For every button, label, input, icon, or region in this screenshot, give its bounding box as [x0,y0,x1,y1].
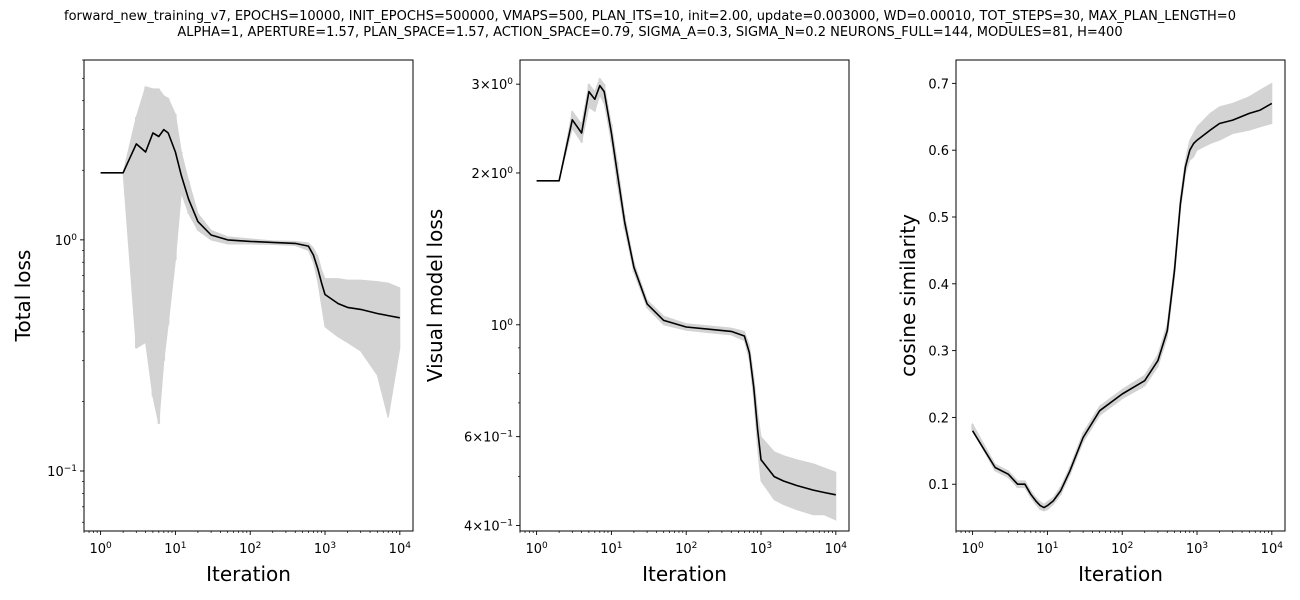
cosine-similarity-x-ticks: 100 101 102 103 104 [955,531,1284,557]
visual-model-loss-x-tick-label: 101 [600,541,622,557]
visual-model-loss-y-tick-label: 6×10−1 [464,430,513,446]
total-loss-x-axis-label: Iteration [206,562,291,586]
cosine-similarity-x-tick-label: 101 [1036,541,1058,557]
figure-title-line-2: ALPHA=1, APERTURE=1.57, PLAN_SPACE=1.57,… [177,25,1123,40]
total-loss-y-tick-label: 10−1 [47,464,77,480]
cosine-similarity-axes: 100 101 102 103 104 0.1 0.2 0.3 0.4 0.5 0.6 0.7 Iter… [896,59,1286,586]
cosine-similarity-y-tick-label: 0.5 [928,211,949,226]
visual-model-loss-frame [519,59,850,532]
cosine-similarity-x-tick-label: 103 [1186,541,1208,557]
cosine-similarity-frame [955,59,1286,532]
total-loss-axes: 100 101 102 103 104 10−1 100 Iteration Total los… [11,59,414,586]
total-loss-x-tick-label: 103 [314,541,336,557]
cosine-similarity-x-tick-label: 100 [961,541,984,557]
cosine-similarity-mean-line [971,102,1273,509]
total-loss-frame [83,59,414,532]
cosine-similarity-y-tick-label: 0.6 [928,144,949,159]
visual-model-loss-axes: 100 101 102 103 104 4×10−1 6×10−1 100 2×100 3×100… [423,59,850,586]
cosine-similarity-x-tick-label: 102 [1111,541,1133,557]
visual-model-loss-x-tick-label: 104 [825,541,848,557]
cosine-similarity-y-tick-label: 0.7 [928,77,949,92]
visual-model-loss-x-tick-label: 103 [750,541,772,557]
visual-model-loss-y-axis-label: Visual model loss [423,209,447,382]
total-loss-x-ticks: 100 101 102 103 104 [83,531,412,557]
total-loss-x-tick-label: 104 [389,541,412,557]
visual-model-loss-error-band [536,77,837,521]
cosine-similarity-y-tick-label: 0.2 [928,411,949,426]
cosine-similarity-x-tick-label: 104 [1261,541,1284,557]
visual-model-loss-data [536,77,837,521]
visual-model-loss-y-tick-label: 2×100 [472,166,514,182]
total-loss-x-tick-label: 101 [164,541,186,557]
total-loss-data [100,86,401,424]
visual-model-loss-x-tick-label: 102 [675,541,697,557]
total-loss-y-axis-label: Total loss [11,250,35,343]
total-loss-x-tick-label: 100 [89,541,112,557]
cosine-similarity-x-axis-label: Iteration [1078,562,1163,586]
visual-model-loss-y-ticks: 4×10−1 6×10−1 100 2×100 3×100 [464,77,520,534]
visual-model-loss-y-tick-label: 4×10−1 [464,518,513,534]
visual-model-loss-x-tick-label: 100 [525,541,548,557]
total-loss-mean-line [100,128,400,319]
visual-model-loss-y-tick-label: 100 [491,318,514,334]
cosine-similarity-y-tick-label: 0.3 [928,345,949,360]
total-loss-y-ticks: 10−1 100 [47,59,84,523]
visual-model-loss-x-axis-label: Iteration [642,562,727,586]
visual-model-loss-mean-line [536,84,836,496]
cosine-similarity-y-axis-label: cosine similarity [896,214,920,377]
cosine-similarity-y-tick-label: 0.4 [928,278,949,293]
cosine-similarity-error-band [972,82,1273,512]
total-loss-x-tick-label: 102 [239,541,261,557]
cosine-similarity-y-ticks: 0.1 0.2 0.3 0.4 0.5 0.6 0.7 [928,77,956,493]
visual-model-loss-y-tick-label: 3×100 [472,77,514,93]
figure-title-line-1: forward_new_training_v7, EPOCHS=10000, I… [64,9,1236,24]
total-loss-y-tick-label: 100 [55,233,78,249]
cosine-similarity-y-tick-label: 0.1 [928,478,949,493]
cosine-similarity-data [971,82,1273,512]
visual-model-loss-x-ticks: 100 101 102 103 104 [519,531,848,557]
